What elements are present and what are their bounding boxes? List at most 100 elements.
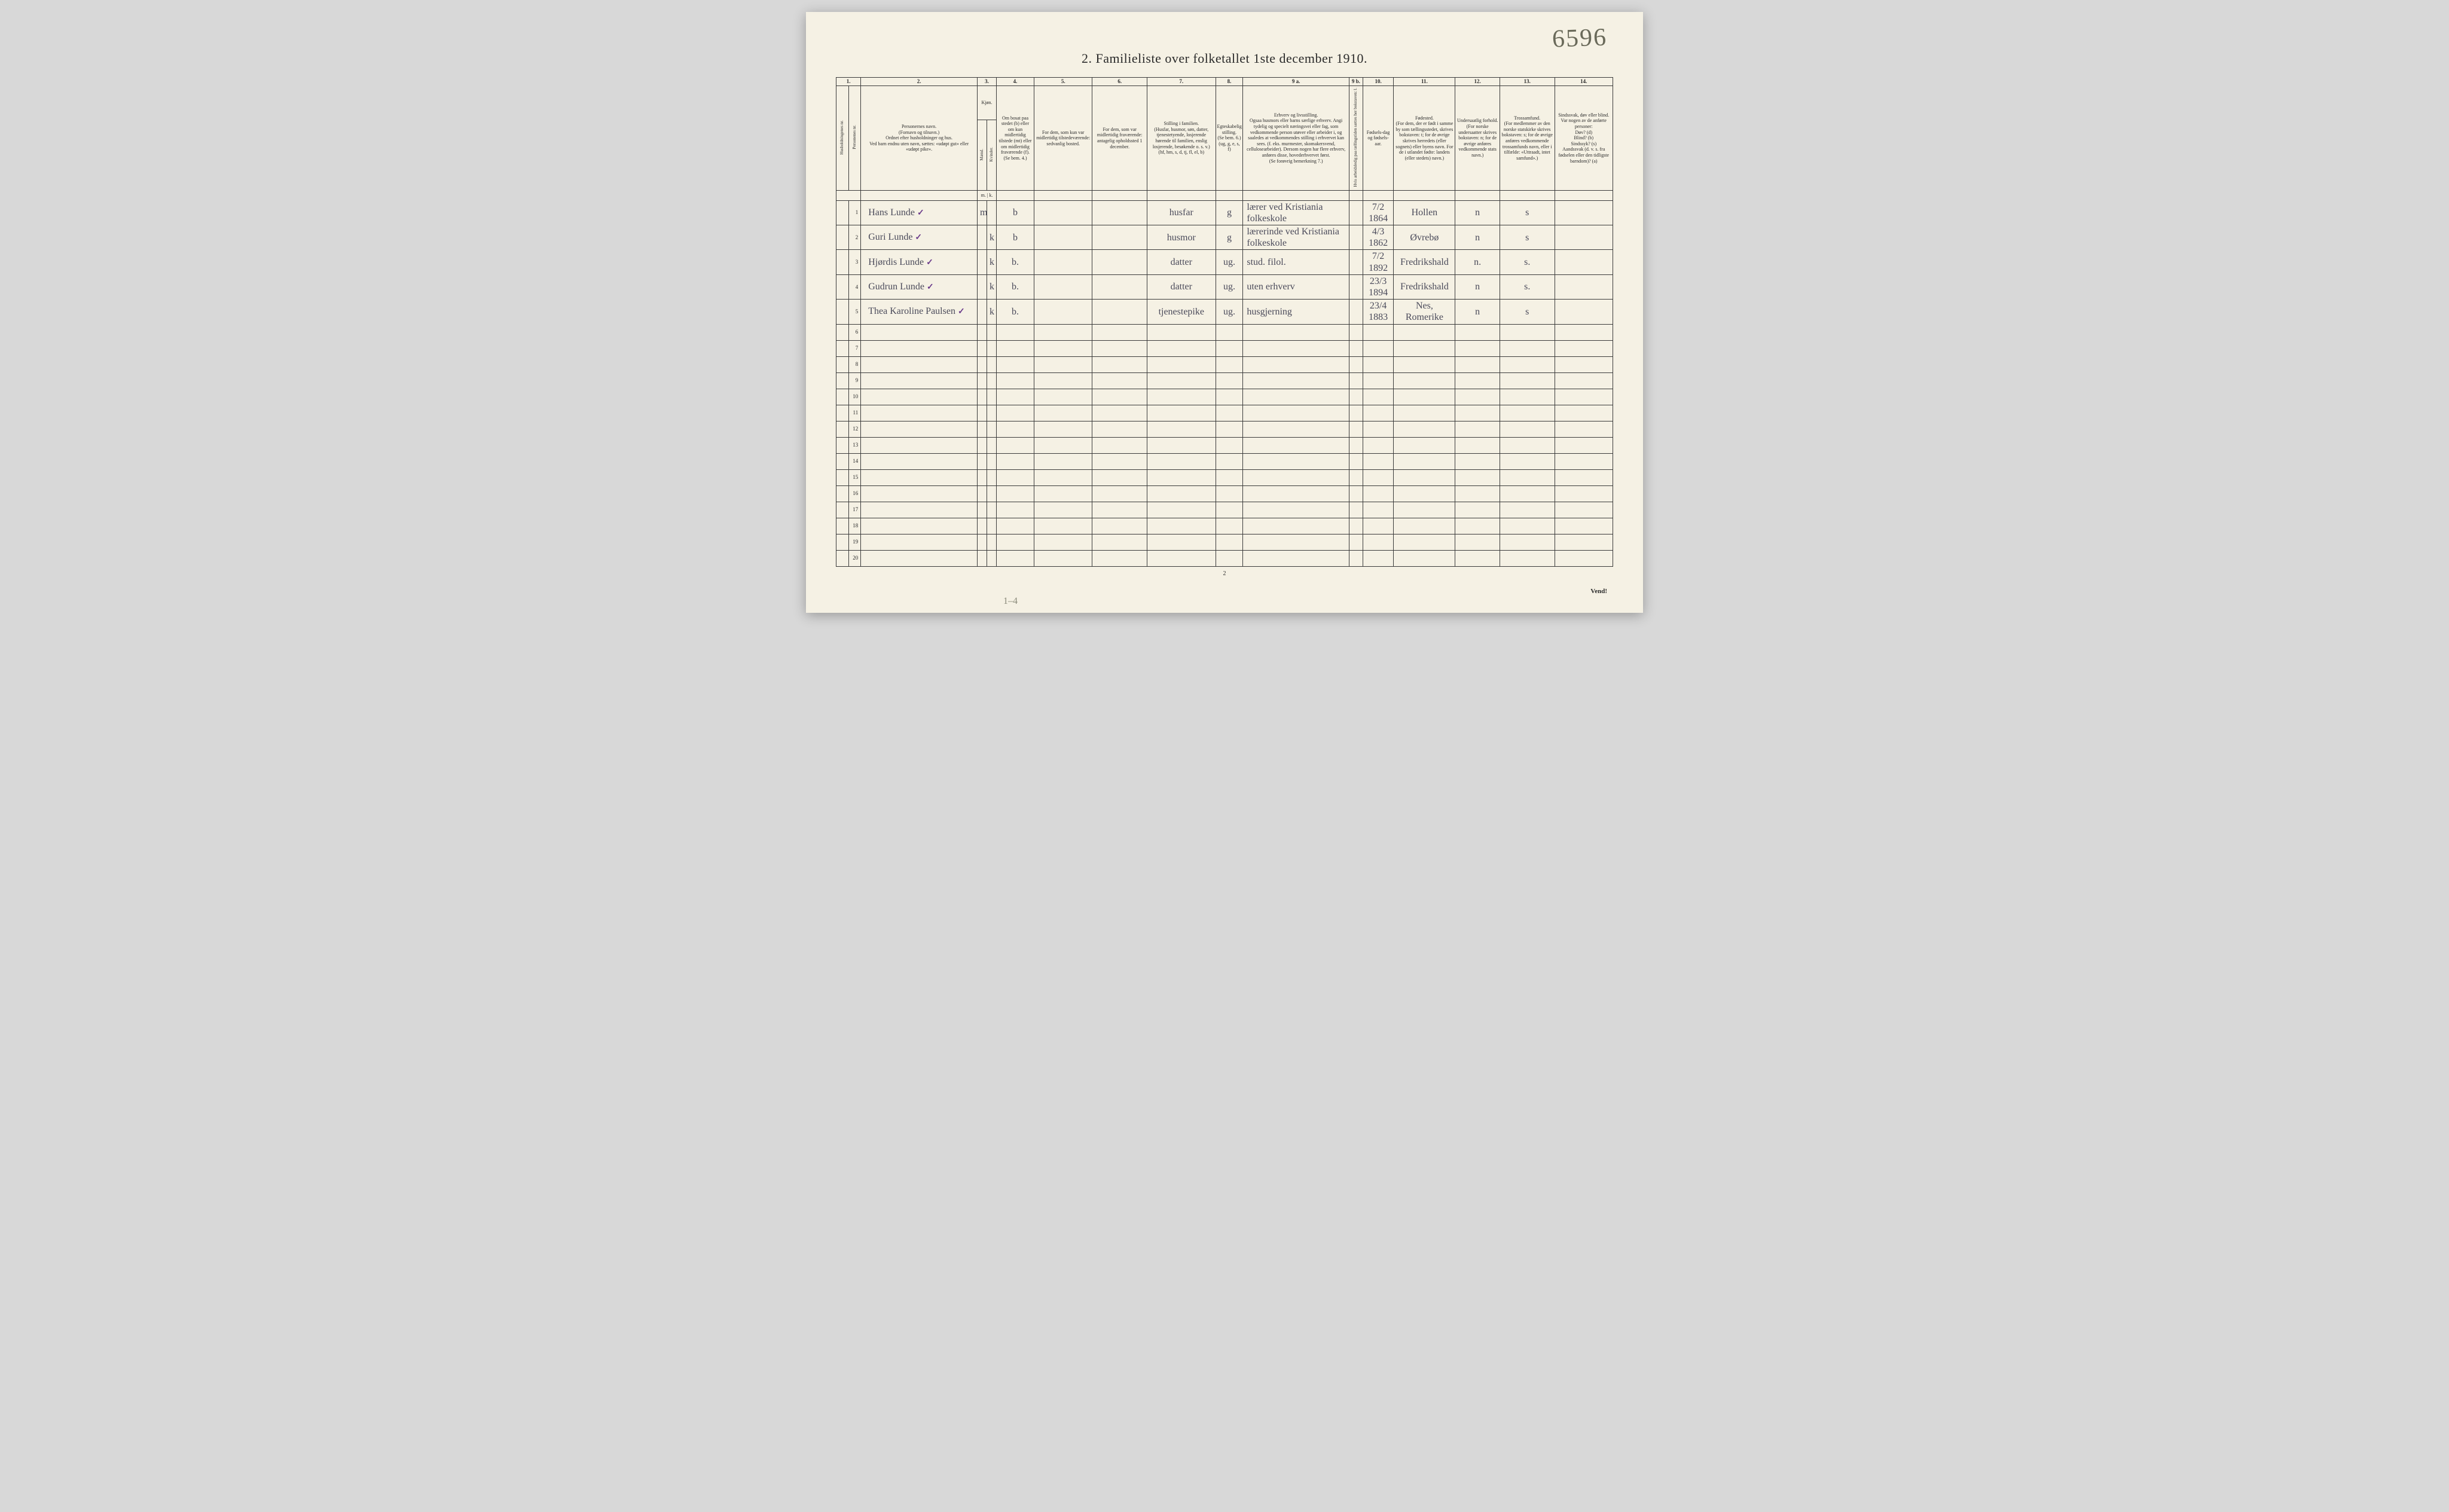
cell-person-nr: 7 <box>848 340 861 356</box>
footer-page-number: 2 <box>836 570 1613 577</box>
cell-empty <box>1500 324 1555 340</box>
cell-empty <box>1363 405 1394 421</box>
table-row-empty: 10 <box>836 389 1613 405</box>
header-blank-5 <box>1034 191 1092 201</box>
cell-empty <box>1394 469 1455 485</box>
cell-empty <box>1147 405 1216 421</box>
cell-name: Gudrun Lunde ✓ <box>861 274 978 299</box>
table-row: 1Hans Lunde ✓mbhusfarglærer ved Kristian… <box>836 200 1613 225</box>
cell-household-nr <box>836 225 849 250</box>
cell-person-nr: 13 <box>848 437 861 453</box>
cell-empty <box>1092 550 1147 566</box>
cell-empty <box>1349 324 1363 340</box>
cell-empty <box>1555 453 1613 469</box>
census-form-page: 6596 2. Familieliste over folketallet 1s… <box>806 12 1643 613</box>
cell-religion: s <box>1500 225 1555 250</box>
cell-name: Guri Lunde ✓ <box>861 225 978 250</box>
cell-empty <box>987 372 996 389</box>
cell-sex-k <box>987 200 996 225</box>
cell-empty <box>1363 437 1394 453</box>
table-row-empty: 13 <box>836 437 1613 453</box>
cell-empty <box>1363 518 1394 534</box>
cell-unemployed <box>1349 225 1363 250</box>
header-religion: Trossamfund. (For medlemmer av den norsk… <box>1500 85 1555 190</box>
cell-empty <box>1243 437 1349 453</box>
cell-empty <box>987 518 996 534</box>
cell-empty <box>1394 485 1455 502</box>
cell-empty <box>1147 372 1216 389</box>
cell-person-nr: 20 <box>848 550 861 566</box>
cell-empty <box>997 518 1034 534</box>
header-blank-7 <box>1147 191 1216 201</box>
header-marital: Egteskabelig stilling. (Se bem. 6.) (ug,… <box>1216 85 1243 190</box>
cell-empty <box>1243 340 1349 356</box>
cell-empty <box>1455 356 1500 372</box>
cell-empty <box>1363 389 1394 405</box>
cell-household-nr <box>836 300 849 324</box>
cell-empty <box>1034 502 1092 518</box>
cell-empty <box>1243 550 1349 566</box>
cell-sex-k: k <box>987 225 996 250</box>
cell-empty <box>1555 550 1613 566</box>
cell-empty <box>1216 356 1243 372</box>
cell-empty <box>1363 340 1394 356</box>
header-nationality: Undersaatlig forhold. (For norske unders… <box>1455 85 1500 190</box>
cell-household-nr <box>836 200 849 225</box>
cell-empty <box>987 453 996 469</box>
cell-name: Thea Karoline Paulsen ✓ <box>861 300 978 324</box>
table-body: 1Hans Lunde ✓mbhusfarglærer ved Kristian… <box>836 200 1613 566</box>
colnum-4: 4. <box>997 78 1034 86</box>
header-occupation: Erhverv og livsstilling. Ogsaa husmors e… <box>1243 85 1349 190</box>
cell-empty <box>977 518 987 534</box>
cell-empty <box>1092 437 1147 453</box>
table-row-empty: 19 <box>836 534 1613 550</box>
table-row-empty: 17 <box>836 502 1613 518</box>
cell-empty <box>1394 389 1455 405</box>
cell-empty <box>1034 485 1092 502</box>
cell-empty <box>1555 356 1613 372</box>
cell-empty <box>1500 340 1555 356</box>
cell-empty <box>1500 453 1555 469</box>
header-person-nr: Personenes nr. <box>848 85 861 190</box>
cell-empty <box>1455 550 1500 566</box>
cell-empty <box>1349 340 1363 356</box>
cell-position: datter <box>1147 274 1216 299</box>
colnum-6: 6. <box>1092 78 1147 86</box>
cell-empty <box>1555 485 1613 502</box>
cell-empty <box>1363 356 1394 372</box>
cell-empty <box>1555 324 1613 340</box>
cell-nationality: n <box>1455 300 1500 324</box>
cell-empty <box>1092 485 1147 502</box>
cell-empty <box>1500 534 1555 550</box>
cell-empty <box>1034 437 1092 453</box>
footer-pencil-annotation: 1–4 <box>1003 596 1018 607</box>
cell-residence: b. <box>997 274 1034 299</box>
cell-household-nr <box>836 405 849 421</box>
cell-disability <box>1555 250 1613 274</box>
cell-birthplace: Nes, Romerike <box>1394 300 1455 324</box>
cell-residence: b. <box>997 300 1034 324</box>
cell-birthplace: Fredrikshald <box>1394 250 1455 274</box>
cell-empty <box>997 469 1034 485</box>
cell-empty <box>1349 518 1363 534</box>
cell-empty <box>1500 356 1555 372</box>
header-dob: Fødsels-dag og fødsels-aar. <box>1363 85 1394 190</box>
checkmark-icon: ✓ <box>958 307 965 316</box>
cell-empty <box>1147 485 1216 502</box>
cell-nationality: n <box>1455 225 1500 250</box>
cell-empty <box>861 534 978 550</box>
cell-usual-residence <box>1034 200 1092 225</box>
cell-empty <box>1394 518 1455 534</box>
cell-empty <box>1092 518 1147 534</box>
header-residence: Om bosat paa stedet (b) eller om kun mid… <box>997 85 1034 190</box>
cell-sex-m <box>977 274 987 299</box>
cell-empty <box>1034 469 1092 485</box>
cell-empty <box>1455 518 1500 534</box>
cell-marital: g <box>1216 200 1243 225</box>
cell-empty <box>1500 421 1555 437</box>
cell-occupation: uten erhverv <box>1243 274 1349 299</box>
cell-empty <box>987 340 996 356</box>
cell-empty <box>1349 469 1363 485</box>
cell-empty <box>1394 372 1455 389</box>
header-blank-4 <box>997 191 1034 201</box>
